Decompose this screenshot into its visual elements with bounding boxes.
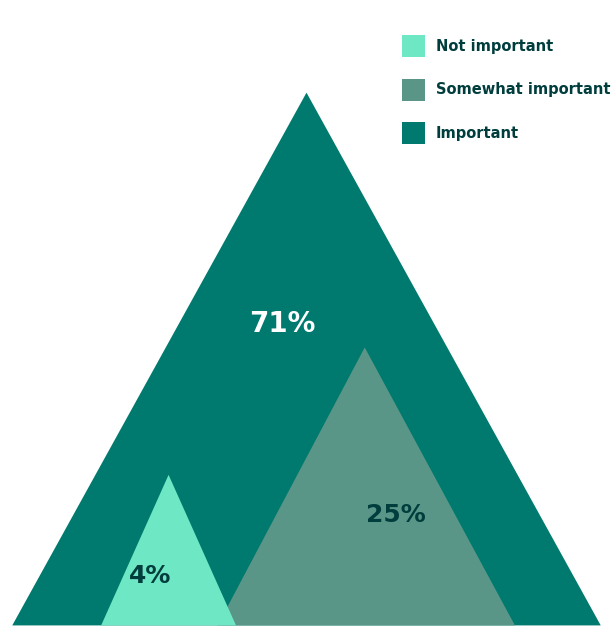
Text: 71%: 71% (249, 310, 315, 338)
Text: Not important: Not important (436, 39, 553, 54)
Text: 4%: 4% (129, 564, 172, 588)
FancyBboxPatch shape (402, 79, 425, 101)
FancyBboxPatch shape (402, 35, 425, 57)
Text: 25%: 25% (365, 503, 425, 527)
Text: Somewhat important: Somewhat important (436, 82, 611, 97)
Polygon shape (101, 475, 236, 626)
Polygon shape (218, 347, 515, 626)
FancyBboxPatch shape (402, 122, 425, 144)
Polygon shape (12, 92, 601, 626)
Text: Important: Important (436, 125, 519, 141)
